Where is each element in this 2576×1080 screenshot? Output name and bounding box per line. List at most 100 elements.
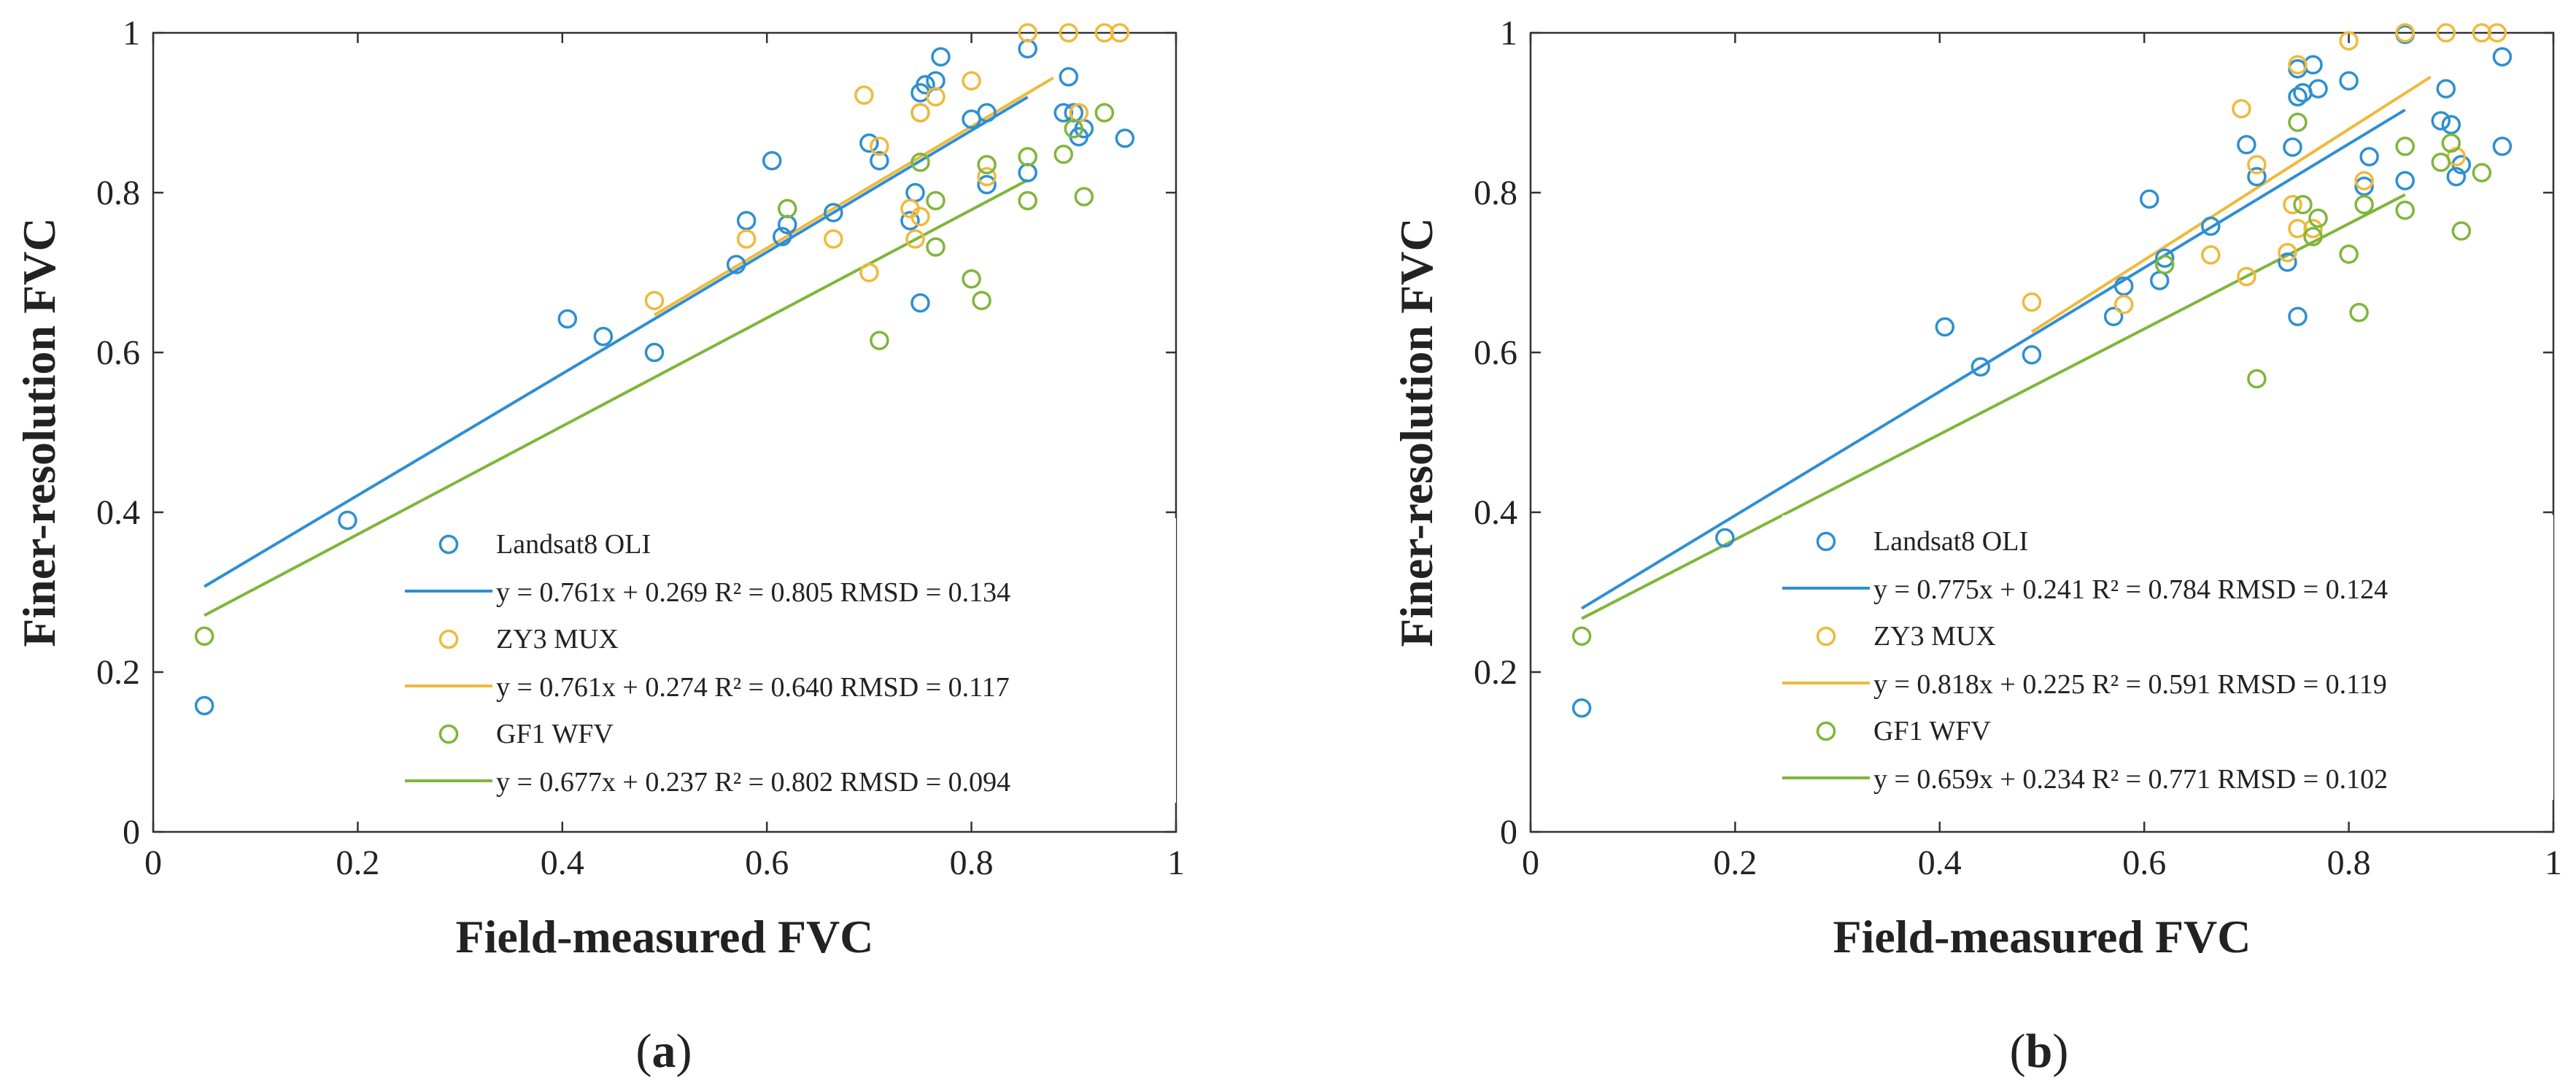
data-point <box>2308 208 2328 228</box>
data-point <box>2201 216 2221 236</box>
y-tick-label: 0.8 <box>1474 174 1517 212</box>
data-point <box>2247 166 2267 187</box>
data-point <box>2278 252 2297 272</box>
data-point <box>1018 23 1037 43</box>
data-point <box>1018 163 1037 182</box>
data-point <box>1571 698 1592 718</box>
data-point <box>2237 135 2256 155</box>
data-point <box>977 174 997 195</box>
data-point <box>2149 271 2170 290</box>
x-axis-title: Field-measured FVC <box>1833 911 2251 963</box>
data-point <box>2154 255 2175 274</box>
data-point <box>2395 136 2415 156</box>
y-tick-label: 0.2 <box>1474 653 1517 692</box>
data-point <box>2113 276 2134 296</box>
y-tick-label: 0.8 <box>96 174 140 212</box>
data-point <box>2339 31 2359 51</box>
legend-label: ZY3 MUX <box>1873 621 1996 652</box>
x-tick-label: 1 <box>1167 844 1185 882</box>
legend-background <box>1782 515 2553 800</box>
legend-fit-equation: y = 0.761x + 0.269 R² = 0.805 RMSD = 0.1… <box>496 577 1010 608</box>
x-tick-label: 0.6 <box>745 844 789 882</box>
data-point <box>338 510 357 531</box>
data-point <box>2201 245 2221 265</box>
data-point <box>777 198 797 219</box>
data-point <box>977 103 997 123</box>
data-point <box>772 226 792 247</box>
fit-line <box>204 178 1029 617</box>
data-point <box>910 293 930 313</box>
legend-label: Landsat8 OLI <box>1873 526 2028 557</box>
data-point <box>926 237 945 257</box>
data-point <box>644 342 665 363</box>
legend-fit-equation: y = 0.775x + 0.241 R² = 0.784 RMSD = 0.1… <box>1873 574 2388 605</box>
data-point <box>2303 219 2323 239</box>
data-point <box>1053 144 1074 164</box>
data-point <box>859 263 879 282</box>
data-point <box>1935 317 1955 337</box>
y-tick-label: 0.6 <box>1474 333 1517 372</box>
data-point <box>2436 23 2456 43</box>
legend-fit-equation: y = 0.761x + 0.274 R² = 0.640 RMSD = 0.1… <box>496 672 1010 703</box>
data-point <box>962 269 981 289</box>
panel-label-a: (a) <box>636 1025 692 1078</box>
x-tick-label: 0.8 <box>950 844 994 882</box>
data-point <box>977 166 997 187</box>
data-point <box>926 71 945 90</box>
data-point <box>2354 171 2374 190</box>
data-point <box>2103 306 2124 326</box>
data-point <box>2247 369 2267 389</box>
data-point <box>644 290 665 311</box>
data-point <box>2431 153 2451 172</box>
panel-label-a-letter: a <box>652 1025 676 1078</box>
data-point <box>1115 128 1135 148</box>
data-point <box>910 153 930 172</box>
data-point <box>2395 200 2415 220</box>
data-point <box>2395 171 2415 190</box>
data-point <box>2431 111 2451 131</box>
plot-frame <box>152 31 1177 833</box>
data-point <box>2113 295 2134 315</box>
legend-marker <box>1816 626 1836 647</box>
legend-fit-equation: y = 0.818x + 0.225 R² = 0.591 RMSD = 0.1… <box>1873 669 2387 700</box>
legend-marker <box>1816 721 1836 741</box>
x-tick-label: 0.4 <box>541 844 584 882</box>
data-point <box>1571 626 1592 646</box>
data-point <box>1094 23 1115 43</box>
data-point <box>762 150 782 171</box>
panel-a: 0 0.2 0.4 0.6 0.8 1 0 0.2 0.4 0.6 0.8 1 Field-measur… <box>13 14 1185 963</box>
data-point <box>2278 242 2297 263</box>
legend-label: Landsat8 OLI <box>496 529 651 560</box>
data-point <box>2359 147 2379 166</box>
legend-label: GF1 WFV <box>1873 716 1991 747</box>
legend-fit-equation: y = 0.659x + 0.234 R² = 0.771 RMSD = 0.1… <box>1873 764 2388 795</box>
data-point <box>2288 112 2308 132</box>
data-point <box>2492 47 2513 67</box>
data-point <box>2354 176 2374 196</box>
data-point <box>1110 23 1130 43</box>
data-point <box>2354 195 2374 215</box>
legend-fit-equation: y = 0.677x + 0.237 R² = 0.802 RMSD = 0.0… <box>496 767 1010 798</box>
data-point <box>2472 163 2492 182</box>
fit-line <box>1581 193 2406 620</box>
data-point <box>900 211 920 231</box>
data-point <box>726 255 746 274</box>
data-point <box>1059 66 1079 87</box>
data-point <box>2288 55 2308 75</box>
data-point <box>2472 23 2492 43</box>
data-point <box>1074 187 1094 207</box>
legend-label: GF1 WFV <box>496 719 614 749</box>
data-point <box>2303 55 2323 75</box>
data-point <box>926 87 945 107</box>
data-point <box>2395 23 2415 43</box>
x-tick-label: 0.4 <box>1918 844 1962 882</box>
data-point <box>905 229 925 249</box>
data-point <box>977 155 997 174</box>
data-point <box>2288 306 2308 326</box>
data-point <box>824 229 843 249</box>
legend-marker <box>438 724 459 744</box>
y-axis-title: Finer-resolution FVC <box>13 217 65 647</box>
data-point <box>1018 147 1037 166</box>
data-point <box>2283 137 2302 157</box>
data-point <box>2237 266 2256 287</box>
